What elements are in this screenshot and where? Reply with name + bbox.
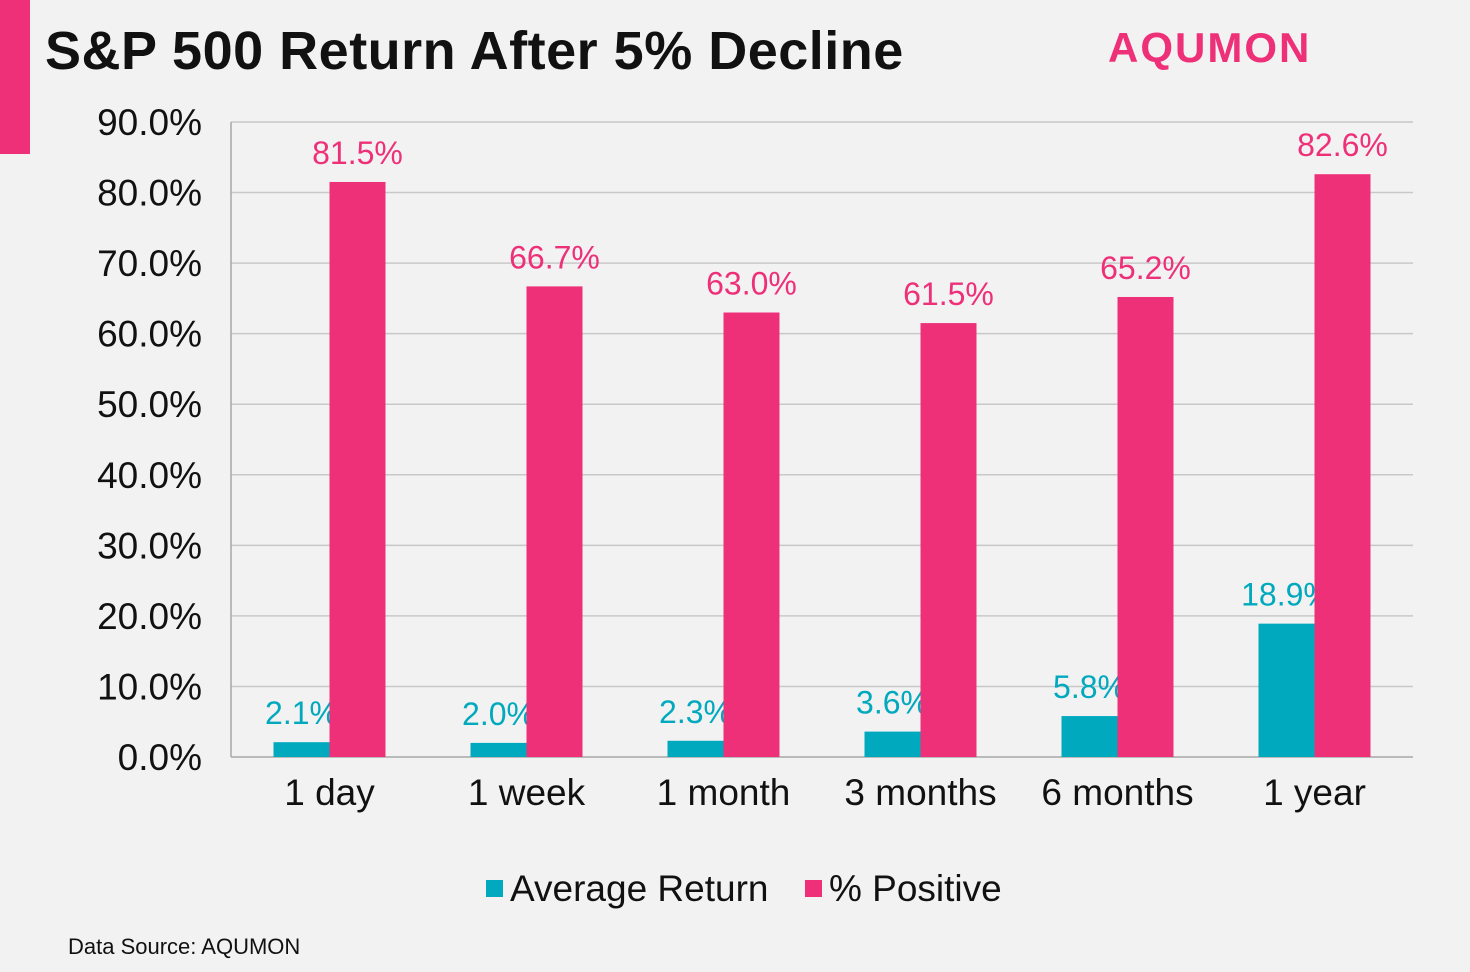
y-tick-label: 30.0% <box>97 525 202 566</box>
chart-title: S&P 500 Return After 5% Decline <box>45 21 904 81</box>
bar-average-return <box>864 731 921 757</box>
legend-label: % Positive <box>829 868 1002 909</box>
y-tick-label: 10.0% <box>97 666 202 707</box>
y-tick-label: 0.0% <box>118 737 202 778</box>
x-tick-label: 1 year <box>1263 772 1366 813</box>
data-label: 82.6% <box>1297 127 1388 163</box>
y-tick-label: 40.0% <box>97 455 202 496</box>
data-label: 63.0% <box>706 266 797 302</box>
y-tick-label: 70.0% <box>97 243 202 284</box>
bar-percent-positive <box>526 286 583 757</box>
data-label: 66.7% <box>509 239 600 275</box>
data-label: 5.8% <box>1053 669 1126 705</box>
data-source-note: Data Source: AQUMON <box>68 934 301 959</box>
bar-average-return <box>667 740 724 757</box>
data-label: 65.2% <box>1100 250 1191 286</box>
x-tick-label: 3 months <box>844 772 996 813</box>
x-tick-label: 1 week <box>468 772 586 813</box>
y-tick-label: 60.0% <box>97 314 202 355</box>
legend-swatch <box>486 880 503 897</box>
x-tick-label: 1 day <box>284 772 375 813</box>
bar-average-return <box>470 742 527 757</box>
bar-average-return <box>1061 716 1118 757</box>
accent-bar <box>0 0 30 154</box>
brand-logo: AQUMON <box>1108 24 1312 71</box>
y-tick-label: 50.0% <box>97 384 202 425</box>
bar-percent-positive <box>1314 174 1371 757</box>
y-tick-label: 20.0% <box>97 596 202 637</box>
bar-percent-positive <box>723 312 780 757</box>
bar-percent-positive <box>1117 296 1174 757</box>
bar-average-return <box>273 742 330 757</box>
y-tick-label: 90.0% <box>97 102 202 143</box>
bar-average-return <box>1258 623 1315 757</box>
legend-label: Average Return <box>510 868 768 909</box>
bar-percent-positive <box>920 323 977 757</box>
data-label: 81.5% <box>312 135 403 171</box>
data-label: 61.5% <box>903 276 994 312</box>
x-tick-label: 1 month <box>657 772 791 813</box>
data-label: 2.1% <box>265 695 338 731</box>
y-tick-label: 80.0% <box>97 173 202 214</box>
data-label: 2.0% <box>462 696 535 732</box>
legend-swatch <box>805 880 822 897</box>
data-label: 3.6% <box>856 685 929 721</box>
x-tick-label: 6 months <box>1041 772 1193 813</box>
data-label: 2.3% <box>659 694 732 730</box>
bar-percent-positive <box>329 181 386 757</box>
